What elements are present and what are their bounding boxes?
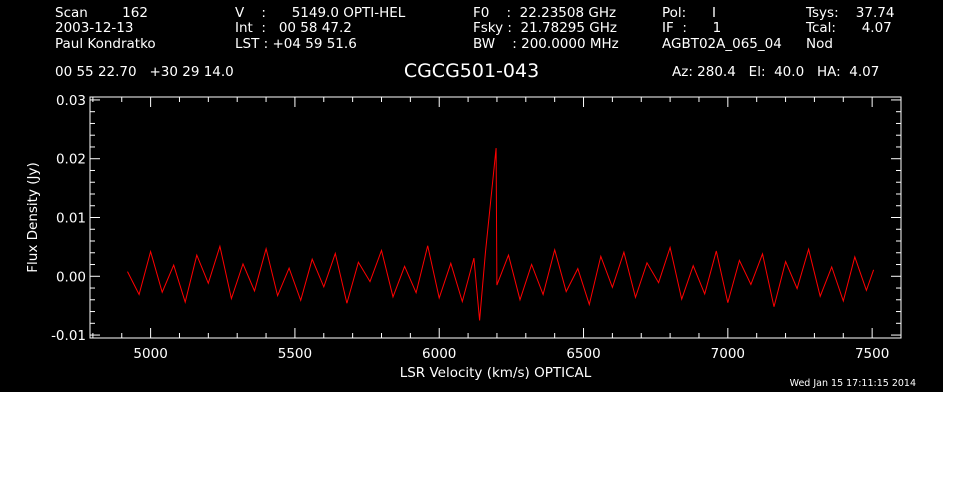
y-tick-label: 0.00 <box>56 269 86 285</box>
header-bandwidth: BW : 200.0000 MHz <box>473 36 619 52</box>
y-tick-label: 0.01 <box>56 211 86 227</box>
x-tick-label: 5500 <box>278 346 312 362</box>
header-if: IF : 1 <box>662 20 722 36</box>
x-tick-label: 6500 <box>566 346 600 362</box>
header-scan: Scan 162 <box>55 5 148 21</box>
header-procedure: Nod <box>806 36 833 52</box>
plot-timestamp: Wed Jan 15 17:11:15 2014 <box>789 378 916 389</box>
x-tick-label: 5000 <box>133 346 167 362</box>
y-tick-label: 0.03 <box>56 93 86 109</box>
header-observer: Paul Kondratko <box>55 36 156 52</box>
header-coordinates: 00 55 22.70 +30 29 14.0 <box>55 64 234 80</box>
y-tick-label: 0.02 <box>56 152 86 168</box>
y-axis-label: Flux Density (Jy) <box>25 162 41 272</box>
x-tick-label: 7000 <box>711 346 745 362</box>
series-layer <box>127 148 875 321</box>
header-lst: LST : +04 59 51.6 <box>235 36 357 52</box>
x-tick-label: 6000 <box>422 346 456 362</box>
chart-title: CGCG501-043 <box>403 60 540 82</box>
header-integration: Int : 00 58 47.2 <box>235 20 352 36</box>
plot-frame <box>89 96 902 339</box>
header-tsys: Tsys: 37.74 <box>806 5 895 21</box>
plot-panel <box>0 0 943 392</box>
y-tick-label: -0.01 <box>51 328 86 344</box>
header-polarization: Pol: I <box>662 5 716 21</box>
header-sky-frequency: Fsky : 21.78295 GHz <box>473 20 617 36</box>
header-tcal: Tcal: 4.07 <box>806 20 892 36</box>
x-tick-label: 7500 <box>855 346 889 362</box>
axis-ticks: 5000 5500 6000 6500 7000 7500 -0.01 0.00 0.01 0.0… <box>51 93 902 362</box>
x-axis-label: LSR Velocity (km/s) OPTICAL <box>400 365 592 381</box>
spectrum-chart: 5000 5500 6000 6500 7000 7500 -0.01 0.00 0.01 0.0… <box>25 93 902 381</box>
series-line <box>127 148 875 321</box>
header-rest-frequency: F0 : 22.23508 GHz <box>473 5 617 21</box>
header-pointing: Az: 280.4 El: 40.0 HA: 4.07 <box>672 64 880 80</box>
header-project: AGBT02A_065_04 <box>662 36 782 52</box>
header-date: 2003-12-13 <box>55 20 134 36</box>
header-velocity: V : 5149.0 OPTI-HEL <box>235 5 406 21</box>
